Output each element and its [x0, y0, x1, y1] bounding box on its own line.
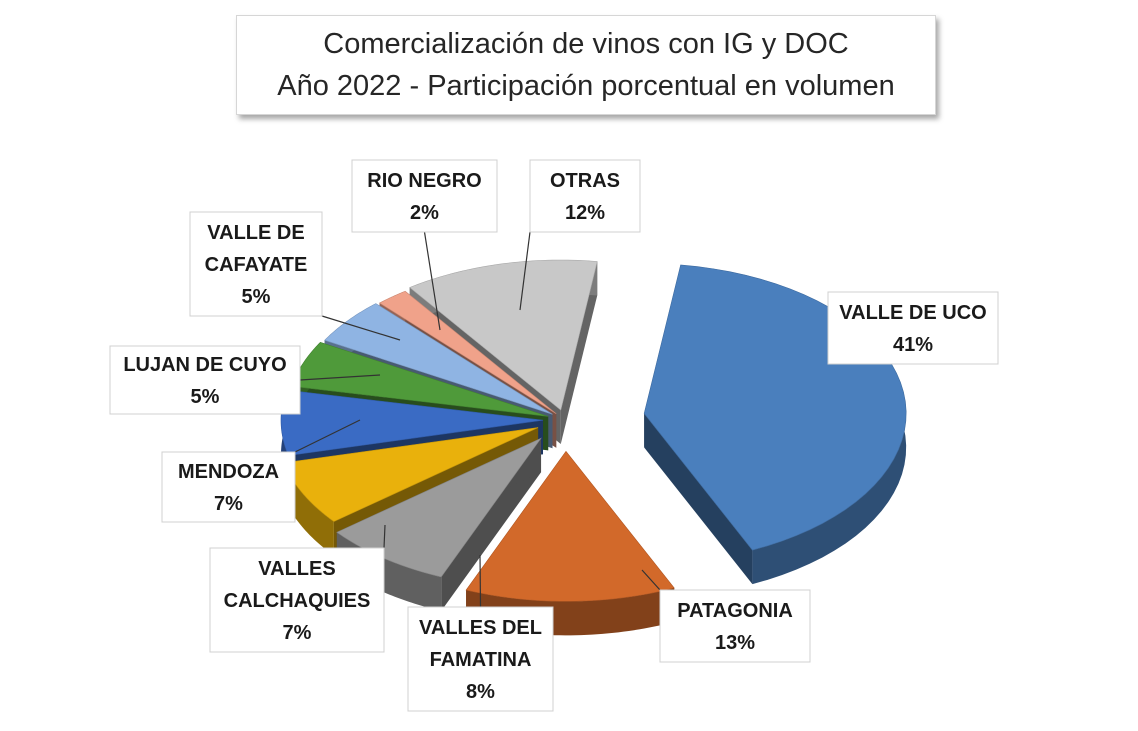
slice-category-label: PATAGONIA	[677, 600, 793, 622]
chart-title-line-2: Año 2022 - Participación porcentual en v…	[277, 70, 895, 102]
data-label-8: OTRAS 12%	[519, 159, 641, 311]
data-label-2: VALLES DEL FAMATINA 8%	[407, 554, 554, 712]
slice-top	[409, 259, 598, 411]
leader-line	[641, 569, 661, 591]
slice-top	[378, 290, 557, 415]
slice-value-label: 8%	[466, 681, 495, 703]
slice-value-label: 13%	[715, 632, 755, 654]
leader-line	[423, 231, 441, 331]
leader-line	[519, 231, 531, 311]
chart-title-box: Comercialización de vinos con IG y DOC A…	[236, 15, 936, 115]
data-label-7: RIO NEGRO 2%	[351, 159, 498, 331]
pie-slice-1	[465, 450, 675, 636]
label-box	[407, 606, 554, 712]
slice-value-label: 5%	[191, 386, 220, 408]
leader-line	[299, 374, 381, 381]
slice-category-label: RIO NEGRO	[367, 170, 481, 192]
data-label-5: LUJAN DE CUYO 5%	[109, 345, 381, 415]
slice-top	[324, 303, 553, 415]
label-box	[189, 211, 323, 317]
slice-category-label: VALLES DEL	[419, 617, 542, 639]
slice-category-label: CAFAYATE	[205, 254, 308, 276]
slice-value-label: 2%	[410, 202, 439, 224]
slice-top	[465, 450, 675, 602]
slice-category-label: VALLE DE	[207, 222, 304, 244]
slice-category-label: VALLES	[258, 558, 335, 580]
slice-side	[283, 462, 334, 556]
data-label-1: PATAGONIA 13%	[641, 569, 811, 663]
data-label-4: MENDOZA 7%	[161, 419, 361, 523]
leader-line	[479, 554, 482, 608]
leader-line	[383, 524, 386, 549]
slice-value-label: 41%	[893, 334, 933, 356]
label-box	[827, 291, 999, 365]
leader-line	[321, 315, 401, 341]
label-box	[209, 547, 385, 653]
slice-category-label: MENDOZA	[178, 461, 279, 483]
slice-category-label: OTRAS	[550, 170, 620, 192]
slice-category-label: CALCHAQUIES	[224, 590, 371, 612]
label-box	[529, 159, 641, 233]
slice-category-label: FAMATINA	[430, 649, 532, 671]
chart-title-line-1: Comercialización de vinos con IG y DOC	[323, 28, 849, 60]
label-box	[109, 345, 301, 415]
slice-category-label: LUJAN DE CUYO	[123, 354, 286, 376]
data-label-0: VALLE DE UCO 41%	[827, 291, 999, 365]
data-label-6: VALLE DE CAFAYATE 5%	[189, 211, 401, 341]
slice-value-label: 12%	[565, 202, 605, 224]
slice-value-label: 7%	[214, 493, 243, 515]
slice-wall	[560, 261, 598, 445]
slice-value-label: 7%	[283, 622, 312, 644]
slice-category-label: VALLE DE UCO	[839, 302, 986, 324]
slice-wall	[644, 413, 753, 585]
label-box	[351, 159, 498, 233]
slice-value-label: 5%	[242, 286, 271, 308]
label-box	[161, 451, 296, 523]
data-label-3: VALLES CALCHAQUIES 7%	[209, 524, 386, 653]
label-box	[659, 589, 811, 663]
leader-line	[294, 419, 361, 453]
